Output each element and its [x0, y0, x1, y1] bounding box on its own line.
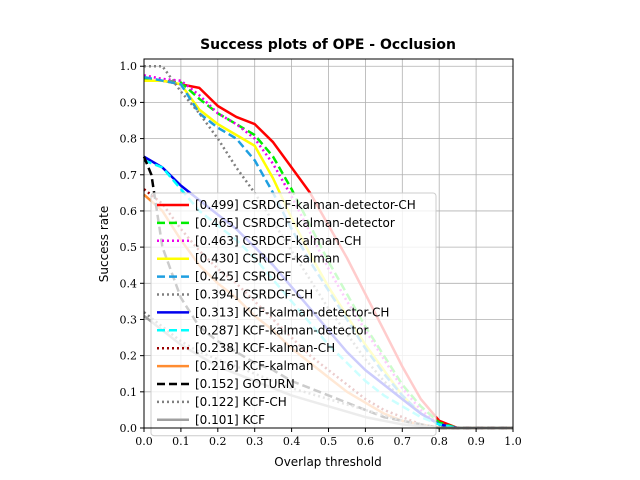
- legend-label: [0.238] KCF-kalman-CH: [195, 341, 335, 355]
- y-tick-label: 0.3: [120, 313, 138, 326]
- legend-label: [0.152] GOTURN: [195, 377, 295, 391]
- legend-label: [0.499] CSRDCF-kalman-detector-CH: [195, 198, 416, 212]
- y-tick-label: 0.1: [120, 386, 138, 399]
- y-tick-label: 0.4: [120, 277, 138, 290]
- legend-label: [0.425] CSRDCF: [195, 270, 291, 284]
- legend-label: [0.463] CSRDCF-kalman-CH: [195, 234, 362, 248]
- legend-label: [0.101] KCF: [195, 413, 265, 427]
- legend: [0.499] CSRDCF-kalman-detector-CH [0.465]…: [150, 192, 437, 437]
- legend-box: [150, 192, 437, 437]
- legend-label: [0.430] CSRDCF-kalman: [195, 252, 340, 266]
- x-axis-label: Overlap threshold: [274, 455, 382, 469]
- y-tick-label: 0.5: [120, 241, 138, 254]
- x-tick-label: 0.9: [467, 435, 485, 448]
- chart-title: Success plots of OPE - Occlusion: [200, 37, 456, 53]
- legend-label: [0.313] KCF-kalman-detector-CH: [195, 305, 389, 319]
- y-tick-label: 0.8: [120, 133, 138, 146]
- legend-label: [0.122] KCF-CH: [195, 395, 287, 409]
- x-tick-label: 1.0: [504, 435, 522, 448]
- legend-label: [0.394] CSRDCF-CH: [195, 288, 313, 302]
- axes: 0.0 0.1 0.2 0.3 0.4 0.5 0.6 0.7 0.8 0.9 1.0 0.0 0.1 0…: [120, 58, 522, 448]
- legend-label: [0.465] CSRDCF-kalman-detector: [195, 216, 395, 230]
- legend-label: [0.216] KCF-kalman: [195, 359, 313, 373]
- x-tick-label: 0.1: [172, 435, 190, 448]
- x-tick-label: 0.8: [430, 435, 448, 448]
- x-tick-label: 0.6: [357, 435, 375, 448]
- x-tick-label: 0.2: [209, 435, 227, 448]
- y-tick-label: 0.9: [120, 96, 138, 109]
- x-tick-label: 0.0: [135, 435, 153, 448]
- legend-label: [0.287] KCF-kalman-detector: [195, 323, 368, 337]
- x-tick-label: 0.4: [283, 435, 301, 448]
- y-tick-label: 0.6: [120, 205, 138, 218]
- x-tick-label: 0.3: [246, 435, 264, 448]
- y-tick-label: 0.2: [120, 350, 138, 363]
- y-tick-label: 0.7: [120, 169, 138, 182]
- y-tick-label: 0.0: [120, 422, 138, 435]
- x-tick-label: 0.5: [320, 435, 338, 448]
- y-tick-label: 1.0: [120, 60, 138, 73]
- x-tick-label: 0.7: [394, 435, 412, 448]
- y-axis-label: Success rate: [97, 206, 111, 283]
